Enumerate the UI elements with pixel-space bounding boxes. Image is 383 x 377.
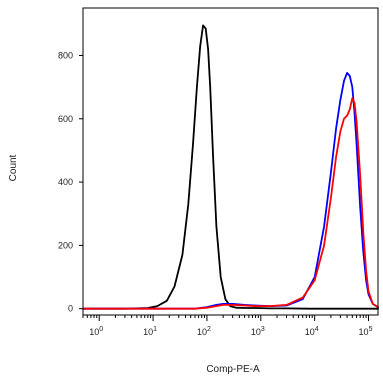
x-tick-label: 105 [359, 326, 373, 337]
x-tick-label: 100 [89, 326, 103, 337]
x-tick-label: 102 [197, 326, 211, 337]
y-tick-label: 800 [58, 50, 73, 60]
plot-area [82, 7, 379, 316]
series-line-2 [82, 72, 379, 310]
y-axis-title: Count [8, 154, 19, 181]
series-line-1 [82, 24, 379, 310]
y-tick-label: 0 [68, 304, 73, 314]
y-tick-label: 600 [58, 114, 73, 124]
y-tick-label: 400 [58, 177, 73, 187]
x-tick-label: 104 [305, 326, 319, 337]
series-line-3 [82, 97, 379, 310]
x-tick-label: 103 [251, 326, 265, 337]
y-tick-label: 200 [58, 240, 73, 250]
x-axis-title: Comp-PE-A [206, 364, 260, 375]
x-tick-label: 101 [143, 326, 157, 337]
series-layer [82, 24, 379, 310]
